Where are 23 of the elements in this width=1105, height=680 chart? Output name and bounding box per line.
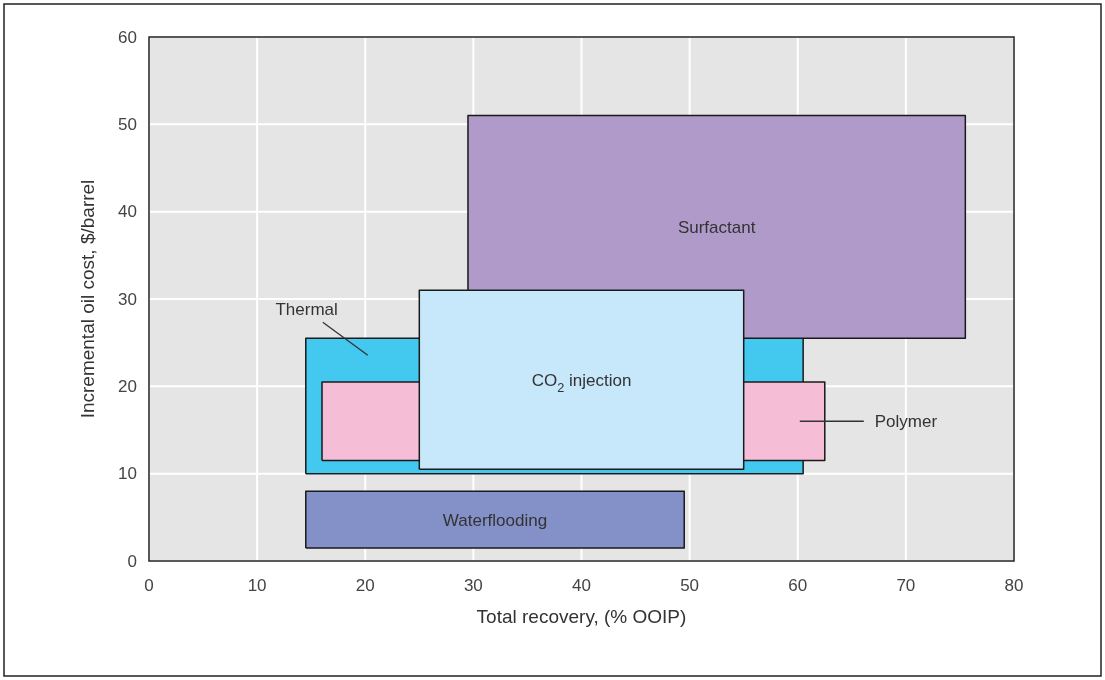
y-tick-label: 60 [118,27,137,47]
text: Polymer [874,411,938,431]
series-label: Thermal [275,300,338,320]
x-tick-label: 70 [896,575,916,595]
y-axis-title: Incremental oil cost, $/barrel [77,179,98,419]
y-tick-label: 50 [118,114,137,134]
x-tick-label: 10 [247,575,267,595]
y-tick-label: 0 [127,551,137,571]
x-tick-label: 80 [1004,575,1024,595]
x-tick-label: 20 [355,575,375,595]
series-label: CO$_{2}$ injection [531,370,632,395]
x-tick-label: 30 [463,575,483,595]
series-label: Surfactant [677,217,756,237]
x-tick-label: 50 [680,575,700,595]
x-axis-title: Total recovery, (% OOIP) [476,606,687,627]
y-tick-label: 40 [118,202,137,222]
y-tick-label: 20 [118,376,137,396]
x-tick-label: 60 [788,575,808,595]
x-tick-label: 40 [572,575,591,595]
series-label: Waterflooding [442,510,548,530]
y-tick-label: 30 [118,289,137,309]
y-tick-label: 10 [118,464,137,484]
x-tick-label: 0 [144,575,154,595]
